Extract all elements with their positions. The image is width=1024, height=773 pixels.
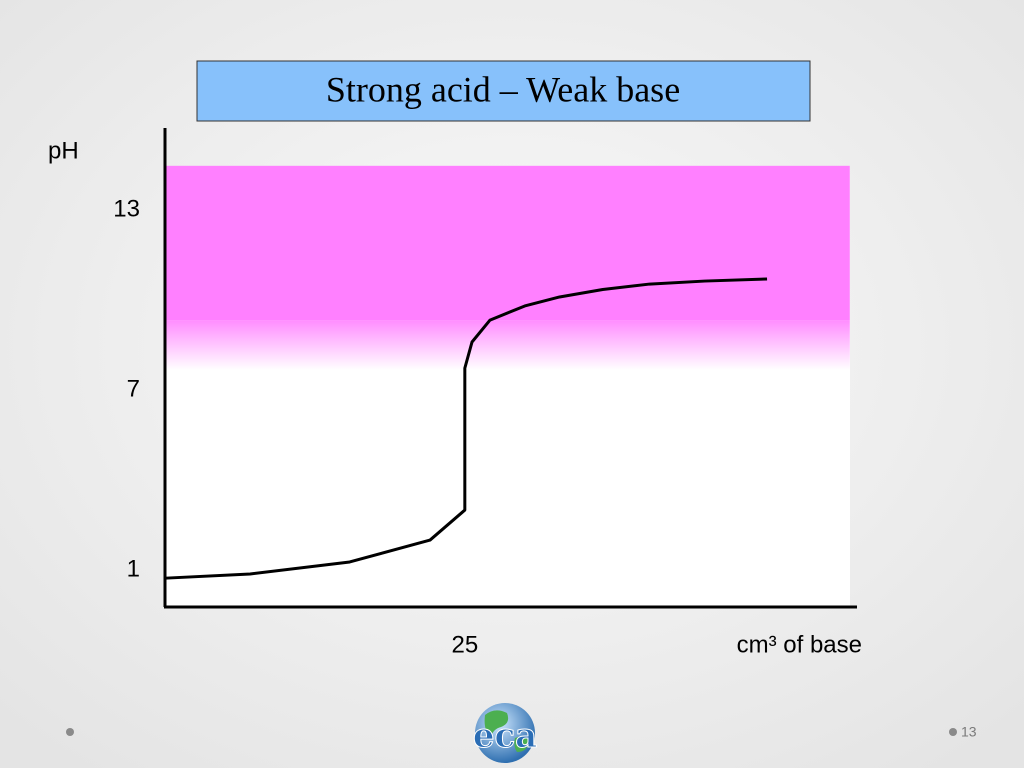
line-series — [164, 277, 768, 580]
chart-title: Strong acid – Weak base — [326, 69, 680, 109]
title-box — [196, 60, 811, 122]
x-tick-label: 25 — [451, 631, 478, 658]
y-tick-label: 13 — [113, 195, 140, 222]
y-tick-label: 7 — [127, 375, 140, 402]
plot: 1 7 13 25 — [113, 128, 857, 658]
y-tick-label: 1 — [127, 555, 140, 582]
bullet — [66, 728, 74, 736]
bullet — [949, 728, 957, 736]
shaded-range — [165, 165, 850, 321]
logo-land — [484, 710, 529, 752]
slide-number: 13 — [961, 724, 977, 740]
x-axis-label: cm³ of base — [737, 631, 862, 658]
logo-text: eca — [473, 716, 537, 756]
logo: eca — [472, 703, 538, 763]
shaded-fade — [165, 320, 850, 371]
y-axis-label: pH — [48, 137, 79, 164]
